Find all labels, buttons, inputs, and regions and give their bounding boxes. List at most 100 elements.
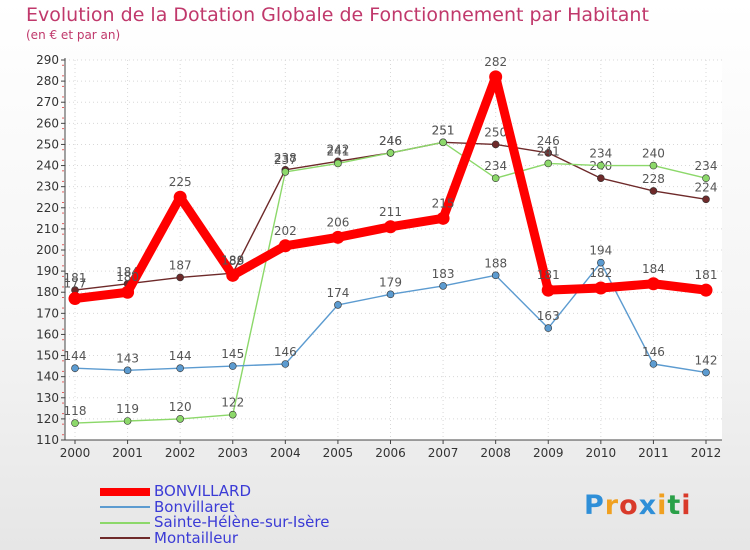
- y-tick-label: 140: [36, 370, 59, 384]
- x-tick-label: 2003: [217, 446, 248, 460]
- logo-letter: t: [667, 490, 682, 521]
- legend-swatch-sainte-helene: [100, 521, 150, 524]
- data-label-bonvillaret: 143: [116, 351, 139, 365]
- y-tick-label: 230: [36, 180, 59, 194]
- data-label-sainte-helene-sur-isere: 119: [116, 402, 139, 416]
- data-point-sainte-helene-sur-isere: [281, 168, 290, 176]
- data-point-sainte-helene-sur-isere: [544, 159, 553, 168]
- y-tick-label: 210: [36, 222, 59, 236]
- data-label-montailleur: 246: [379, 134, 402, 148]
- y-tick-label: 190: [36, 264, 59, 278]
- legend-label-bonvillaret: Bonvillaret: [154, 497, 235, 516]
- data-point-sainte-helene-sur-isere: [123, 417, 132, 425]
- data-label-sainte-helene-sur-isere: 234: [695, 159, 718, 173]
- data-label-bonvillaret: 144: [64, 349, 87, 363]
- data-label-sainte-helene-sur-isere: 246: [379, 134, 402, 148]
- data-point-bonvillaret: [281, 360, 290, 368]
- data-point-sainte-helene-sur-isere: [334, 159, 342, 168]
- legend-label-montailleur: Montailleur: [154, 528, 239, 547]
- data-point-montailleur: [491, 140, 500, 149]
- x-tick-label: 2006: [375, 446, 406, 460]
- data-point-bonvillard: [699, 283, 713, 297]
- data-point-montailleur: [176, 273, 184, 282]
- data-label-bonvillaret: 146: [274, 345, 297, 359]
- data-label-bonvillard: 188: [221, 253, 244, 267]
- y-tick-label: 280: [36, 74, 59, 88]
- data-label-bonvillaret: 194: [589, 244, 612, 258]
- data-point-bonvillard: [384, 220, 397, 234]
- proxiti-logo: Proxiti: [584, 490, 692, 521]
- data-label-sainte-helene-sur-isere: 240: [642, 147, 665, 161]
- legend-label-sainte-helene: Sainte-Hélène-sur-Isère: [154, 513, 330, 532]
- data-label-montailleur: 238: [274, 151, 297, 165]
- data-point-bonvillaret: [491, 271, 500, 280]
- logo-letter: P: [584, 490, 605, 521]
- data-point-bonvillard: [436, 211, 450, 225]
- data-point-bonvillard: [278, 239, 292, 253]
- data-label-bonvillaret: 179: [379, 275, 402, 289]
- data-label-bonvillard: 182: [589, 266, 612, 280]
- data-point-bonvillard: [331, 230, 345, 244]
- data-label-bonvillaret: 188: [484, 256, 507, 270]
- data-label-bonvillard: 282: [484, 55, 507, 69]
- data-point-bonvillaret: [228, 362, 237, 370]
- legend-item-bonvillard: BONVILLARD: [100, 484, 329, 500]
- data-point-bonvillard: [68, 292, 82, 306]
- data-label-montailleur: 181: [64, 271, 87, 285]
- data-point-bonvillaret: [71, 364, 79, 373]
- y-tick-label: 120: [36, 412, 59, 426]
- legend-swatch-montailleur: [100, 537, 150, 540]
- data-point-bonvillaret: [123, 366, 132, 375]
- logo-letter: r: [604, 490, 620, 521]
- y-tick-label: 290: [36, 53, 59, 67]
- data-label-bonvillard: 184: [642, 262, 665, 276]
- y-tick-label: 270: [36, 95, 59, 109]
- data-point-sainte-helene-sur-isere: [597, 161, 605, 170]
- data-label-bonvillard: 177: [64, 277, 87, 291]
- data-point-bonvillard: [121, 285, 135, 299]
- x-tick-label: 2000: [60, 446, 91, 460]
- data-label-bonvillard: 180: [116, 270, 139, 284]
- data-label-sainte-helene-sur-isere: 122: [221, 396, 244, 410]
- data-label-sainte-helene-sur-isere: 118: [64, 404, 87, 418]
- data-point-sainte-helene-sur-isere: [702, 174, 710, 183]
- y-tick-label: 250: [36, 137, 59, 151]
- data-point-bonvillaret: [544, 324, 553, 332]
- y-tick-label: 260: [36, 116, 59, 130]
- x-tick-label: 2001: [112, 446, 143, 460]
- data-point-montailleur: [544, 149, 553, 157]
- logo-letter: i: [657, 490, 668, 521]
- data-label-bonvillaret: 174: [326, 286, 349, 300]
- data-label-bonvillard: 211: [379, 205, 402, 219]
- logo-letter: i: [681, 490, 692, 521]
- legend-item-sainte-helene: Sainte-Hélène-sur-Isère: [100, 515, 329, 531]
- legend-swatch-bonvillaret: [100, 506, 150, 509]
- data-point-bonvillaret: [439, 282, 447, 290]
- data-point-bonvillaret: [386, 290, 395, 299]
- data-label-bonvillard: 202: [274, 224, 297, 238]
- data-label-bonvillaret: 163: [537, 309, 560, 323]
- data-point-sainte-helene-sur-isere: [176, 415, 184, 423]
- legend-label-bonvillard: BONVILLARD: [154, 482, 252, 501]
- data-label-sainte-helene-sur-isere: 120: [169, 400, 192, 414]
- data-point-sainte-helene-sur-isere: [491, 174, 500, 183]
- data-label-montailleur: 224: [695, 180, 718, 194]
- data-point-bonvillard: [489, 70, 503, 84]
- data-label-montailleur: 187: [169, 258, 192, 272]
- data-label-bonvillaret: 183: [432, 267, 455, 281]
- data-point-bonvillard: [646, 277, 660, 291]
- y-tick-label: 180: [36, 285, 59, 299]
- data-point-sainte-helene-sur-isere: [649, 161, 658, 170]
- data-label-bonvillaret: 145: [221, 347, 244, 361]
- chart-title: Evolution de la Dotation Globale de Fonc…: [26, 4, 649, 26]
- y-tick-label: 200: [36, 243, 59, 257]
- x-tick-label: 2010: [586, 446, 617, 460]
- legend: BONVILLARD Bonvillaret Sainte-Hélène-sur…: [100, 484, 329, 546]
- x-tick-label: 2011: [638, 446, 669, 460]
- data-point-bonvillaret: [649, 360, 658, 368]
- x-tick-label: 2009: [533, 446, 564, 460]
- data-point-bonvillaret: [597, 258, 605, 267]
- data-point-montailleur: [702, 195, 710, 204]
- logo-letter: x: [638, 490, 658, 521]
